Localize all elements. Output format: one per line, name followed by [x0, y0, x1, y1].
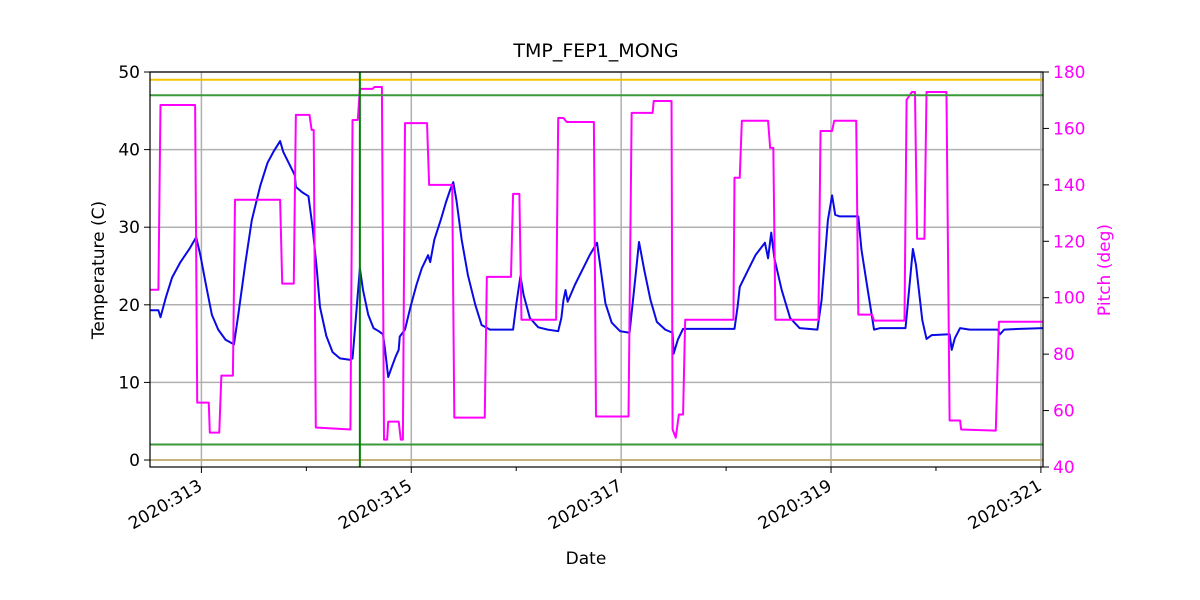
y-tick-label: 0 — [129, 451, 140, 471]
y-tick-label: 10 — [118, 373, 140, 393]
y-axis-label: Temperature (C) — [89, 201, 109, 340]
y-tick-label: 20 — [118, 296, 140, 316]
series-line — [150, 85, 1043, 441]
y2-axis-label: Pitch (deg) — [1095, 224, 1115, 316]
y-tick-label: 40 — [118, 141, 140, 161]
y2-tick-label: 120 — [1053, 232, 1085, 252]
y2-tick-label: 140 — [1053, 176, 1085, 196]
plot-area — [150, 72, 1043, 467]
y2-tick-label: 60 — [1053, 402, 1075, 422]
chart-title: TMP_FEP1_MONG — [512, 40, 678, 62]
axes-frame — [149, 71, 1044, 468]
y2-tick-label: 80 — [1053, 345, 1075, 365]
y2-tick-label: 160 — [1053, 119, 1085, 139]
y2-tick-label: 100 — [1053, 289, 1085, 309]
series-line — [150, 140, 1043, 378]
y2-tick-label: 180 — [1053, 63, 1085, 83]
x-axis-label: Date — [566, 549, 607, 569]
y-tick-label: 30 — [118, 218, 140, 238]
y-tick-label: 50 — [118, 63, 140, 83]
y2-tick-label: 40 — [1053, 458, 1075, 478]
